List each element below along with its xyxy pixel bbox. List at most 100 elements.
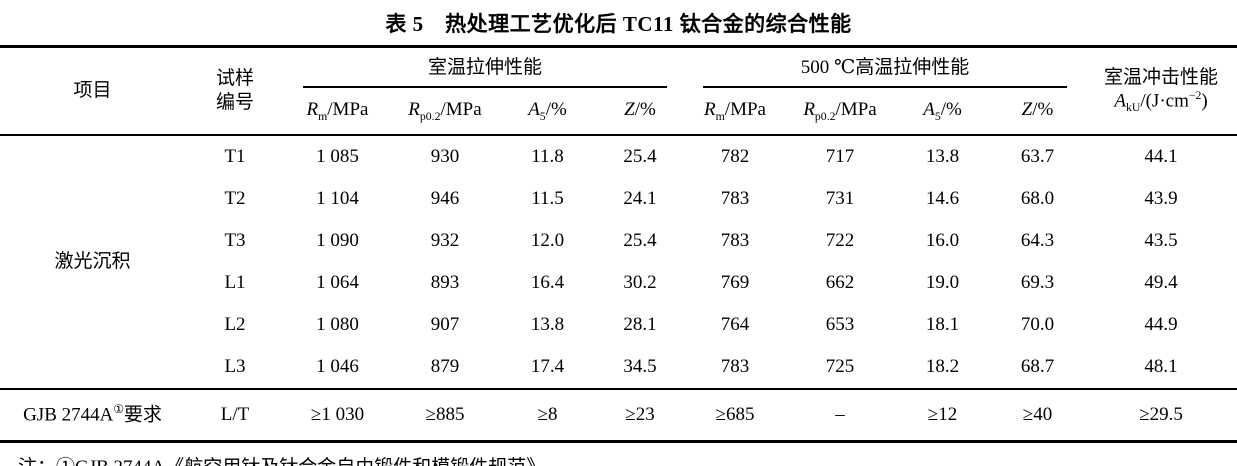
cell-value: ≥885: [390, 387, 500, 443]
column-header-sample-no: 试样 编号: [185, 46, 285, 136]
sample-id: L3: [224, 355, 246, 377]
cell-value: 68.7: [1020, 355, 1055, 377]
cell-value: 1 090: [316, 229, 359, 251]
cell-value: 879: [430, 355, 460, 377]
cell-value: 17.4: [530, 355, 565, 377]
cell-value: 1 080: [316, 313, 359, 335]
cell-value: 930: [430, 145, 460, 167]
cell-value: 662: [825, 271, 855, 293]
cell-value: 24.1: [623, 187, 657, 209]
cell-value: 44.9: [1144, 313, 1178, 335]
cell-value: ≥685: [685, 387, 786, 443]
cell-value: 653: [825, 313, 855, 335]
requirement-label: GJB 2744A①要求: [0, 387, 185, 443]
cell-value: 19.0: [925, 271, 960, 293]
sample-id: L2: [224, 313, 246, 335]
cell-value: 18.2: [925, 355, 960, 377]
cell-value: 932: [430, 229, 460, 251]
cell-value: ≥40: [990, 387, 1086, 443]
cell-value: 782: [720, 145, 750, 167]
column-header-rt-rp02: Rp0.2/MPa: [390, 87, 500, 136]
cell-value: 1 046: [316, 355, 359, 377]
sample-id: T1: [224, 145, 246, 167]
header-row-groups: 项目 试样 编号 室温拉伸性能 500 ℃高温拉伸性能 室温冲击性能 AkU/(…: [0, 46, 1237, 136]
cell-value: 25.4: [623, 145, 657, 167]
table-title: 表 5 热处理工艺优化后 TC11 钛合金的综合性能: [385, 12, 852, 36]
impact-unit-close: ): [1201, 90, 1208, 112]
properties-table: 项目 试样 编号 室温拉伸性能 500 ℃高温拉伸性能 室温冲击性能 AkU/(…: [0, 45, 1237, 443]
sample-header-line1: 试样: [215, 68, 254, 90]
cell-value: 16.0: [925, 229, 960, 251]
cell-value: –: [785, 387, 896, 443]
column-header-item: 项目: [0, 46, 185, 136]
impact-unit: /(J·cm: [1140, 90, 1189, 112]
cell-value: 43.5: [1144, 229, 1178, 251]
sample-header-line2: 编号: [215, 91, 254, 113]
cell-value: 946: [430, 187, 460, 209]
cell-value: 68.0: [1020, 187, 1055, 209]
cell-value: 13.8: [530, 313, 565, 335]
column-header-ht-rm: Rm/MPa: [685, 87, 786, 136]
cell-value: 34.5: [623, 355, 657, 377]
cell-value: 48.1: [1144, 355, 1178, 377]
cell-value: 783: [720, 355, 750, 377]
table-row-l2: L2 1 080 907 13.8 28.1 764 653 18.1 70.0…: [0, 304, 1237, 346]
cell-value: 13.8: [925, 145, 960, 167]
cell-value: 69.3: [1020, 271, 1055, 293]
cell-value: 18.1: [925, 313, 960, 335]
footnote-marker: ①: [113, 403, 124, 417]
sample-id: T3: [224, 229, 246, 251]
column-header-ht-z: Z/%: [990, 87, 1086, 136]
cell-value: 725: [825, 355, 855, 377]
column-header-ht-a5: A5/%: [895, 87, 991, 136]
cell-value: ≥1 030: [285, 387, 390, 443]
impact-header-formula: AkU/(J·cm−2): [1085, 89, 1237, 116]
table-row-requirement: GJB 2744A①要求 L/T ≥1 030 ≥885 ≥8 ≥23 ≥685…: [0, 387, 1237, 443]
cell-value: 1 085: [316, 145, 359, 167]
header-row-measures: Rm/MPa Rp0.2/MPa A5/% Z/% Rm/MPa Rp0.2/M…: [0, 87, 1237, 136]
cell-value: 30.2: [623, 271, 657, 293]
cell-value: 63.7: [1020, 145, 1055, 167]
sample-id: T2: [224, 187, 246, 209]
cell-value: 43.9: [1144, 187, 1178, 209]
cell-value: 783: [720, 229, 750, 251]
table-row-t2: T2 1 104 946 11.5 24.1 783 731 14.6 68.0…: [0, 178, 1237, 220]
impact-header-line1: 室温冲击性能: [1104, 66, 1219, 88]
cell-value: 893: [430, 271, 460, 293]
cell-value: ≥29.5: [1085, 387, 1237, 443]
cell-value: ≥23: [595, 387, 686, 443]
cell-value: 722: [825, 229, 855, 251]
cell-value: 11.8: [531, 145, 564, 167]
group-header-room-temp-tensile: 室温拉伸性能: [285, 47, 685, 88]
cell-value: 907: [430, 313, 460, 335]
cell-value: 1 104: [316, 187, 359, 209]
cell-value: 14.6: [925, 187, 960, 209]
column-header-ht-rp02: Rp0.2/MPa: [785, 87, 896, 136]
cell-value: 28.1: [623, 313, 657, 335]
impact-subscript: kU: [1125, 101, 1141, 115]
cell-value: ≥12: [895, 387, 991, 443]
cell-value: 70.0: [1020, 313, 1055, 335]
cell-value: 1 064: [316, 271, 359, 293]
table-row-l3: L3 1 046 879 17.4 34.5 783 725 18.2 68.7…: [0, 346, 1237, 389]
cell-value: 764: [720, 313, 750, 335]
column-header-impact: 室温冲击性能 AkU/(J·cm−2): [1085, 46, 1237, 136]
group-header-500c-tensile: 500 ℃高温拉伸性能: [685, 47, 1085, 88]
cell-value: 44.1: [1144, 145, 1178, 167]
cell-value: 12.0: [530, 229, 565, 251]
column-header-rt-rm: Rm/MPa: [285, 87, 390, 136]
table-row-t1: 激光沉积 T1 1 085 930 11.8 25.4 782 717 13.8…: [0, 135, 1237, 272]
impact-symbol: A: [1114, 90, 1126, 112]
cell-value: 731: [825, 187, 855, 209]
sample-id: L1: [224, 271, 246, 293]
sample-id: L/T: [185, 387, 285, 443]
cell-value: 25.4: [623, 229, 657, 251]
cell-value: ≥8: [500, 387, 595, 443]
table-row-t3: T3 1 090 932 12.0 25.4 783 722 16.0 64.3…: [0, 220, 1237, 262]
column-header-rt-a5: A5/%: [500, 87, 595, 136]
cell-value: 49.4: [1144, 271, 1178, 293]
cell-value: 11.5: [531, 187, 564, 209]
cell-value: 16.4: [530, 271, 565, 293]
